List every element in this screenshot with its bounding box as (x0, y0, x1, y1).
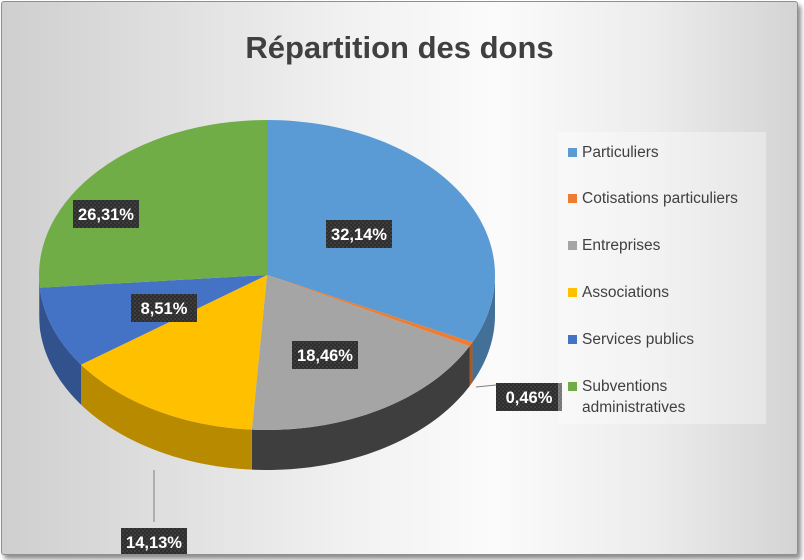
pie-slice-1 (267, 275, 473, 347)
data-label-5: 26,31% (78, 206, 134, 224)
data-label-1: 0,46% (506, 389, 553, 407)
data-label-3: 14,13% (126, 534, 182, 552)
data-label-box-5 (73, 200, 139, 228)
data-label-box-3 (121, 528, 187, 554)
legend-item: Services publics (568, 329, 694, 350)
legend-swatch (568, 382, 577, 391)
legend-item: Associations (568, 282, 669, 303)
legend-swatch (568, 148, 577, 157)
chart-title: Répartition des dons (245, 30, 554, 65)
data-label-0: 32,14% (331, 226, 387, 244)
pie-side-5 (39, 275, 40, 328)
data-label-box-4 (131, 294, 197, 322)
pie-slices (39, 120, 496, 431)
legend-label: Cotisations particuliers (582, 190, 738, 207)
pie-slice-2 (251, 275, 470, 431)
legend-item: Particuliers (568, 142, 659, 163)
legend: Particuliers Cotisations particuliers Entr… (558, 132, 766, 424)
pie-side-1 (469, 342, 473, 387)
legend-label: Particuliers (582, 144, 659, 161)
pie-sides (39, 275, 495, 470)
pie-side-2 (251, 346, 470, 470)
data-label-box-0 (326, 220, 392, 248)
data-label-box-1 (496, 383, 562, 411)
legend-swatch (568, 241, 577, 250)
pie-side-3 (81, 364, 252, 470)
legend-item: Entreprises (568, 235, 660, 256)
data-label-4: 8,51% (141, 300, 188, 318)
legend-label: Associations (582, 284, 670, 301)
legend-label: Entreprises (582, 237, 661, 254)
pie-slice-3 (81, 275, 267, 430)
legend-swatch (568, 335, 577, 344)
pie-side-4 (39, 287, 82, 405)
legend-label: Subventions administratives (582, 378, 686, 416)
legend-label: Services publics (582, 331, 694, 348)
legend-swatch (568, 288, 577, 297)
data-labels: 32,14% 0,46% 18,46% 14,13% 8,51% 26,31% (73, 200, 562, 554)
data-label-2: 18,46% (297, 347, 353, 365)
pie-chart: 32,14% 0,46% 18,46% 14,13% 8,51% 26,31% (39, 120, 562, 554)
data-label-box-2 (292, 341, 358, 369)
legend-swatch (568, 194, 577, 203)
legend-item: Subventions administratives (568, 376, 732, 418)
legend-item: Cotisations particuliers (568, 188, 738, 209)
pie-side-0 (472, 275, 495, 383)
pie-slice-5 (39, 120, 267, 288)
